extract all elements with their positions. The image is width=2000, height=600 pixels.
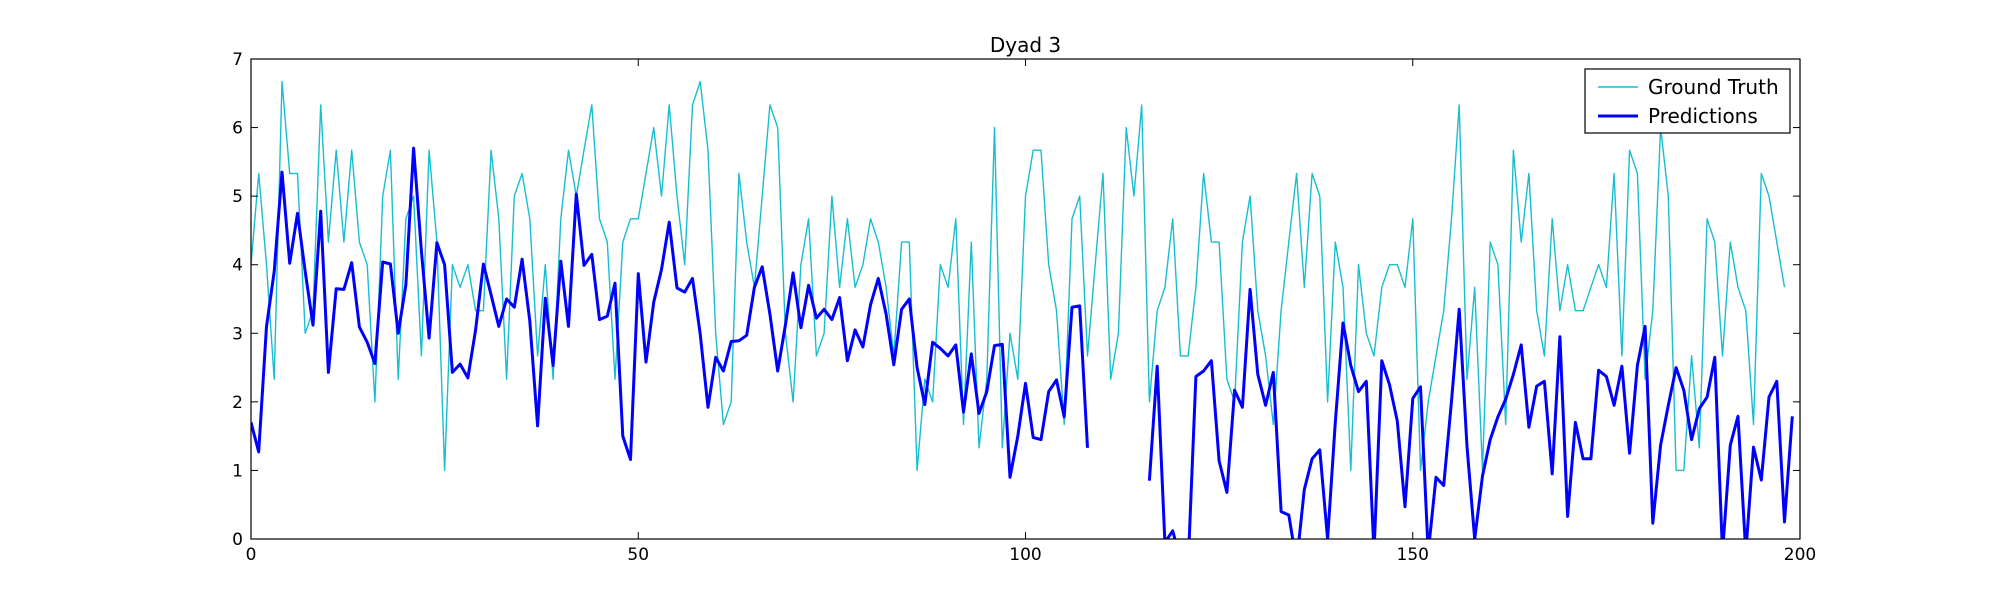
x-tick-label: 200 <box>1784 545 1816 565</box>
y-tick-label: 0 <box>232 530 243 550</box>
y-tick-label: 3 <box>232 324 243 344</box>
legend-label: Predictions <box>1648 104 1758 128</box>
legend: Ground Truth Predictions <box>1584 68 1791 134</box>
y-tick-label: 4 <box>232 256 243 276</box>
x-tick-label: 100 <box>1009 545 1041 565</box>
legend-label: Ground Truth <box>1648 75 1779 99</box>
legend-box <box>1584 68 1791 134</box>
y-tick-label: 5 <box>232 187 243 207</box>
series-line-ground-truth <box>251 80 1786 472</box>
y-tick-label: 7 <box>232 50 243 70</box>
y-tick-label: 1 <box>232 461 243 481</box>
series-line-predictions <box>251 146 1794 539</box>
series-layer <box>251 80 1794 539</box>
x-tick-label: 50 <box>627 545 649 565</box>
y-tick-label: 6 <box>232 119 243 139</box>
axis-ticks: 0 50 100 150 200 0 1 2 3 4 5 6 7 <box>232 50 1816 565</box>
chart-title: Dyad 3 <box>990 33 1061 57</box>
x-tick-label: 150 <box>1397 545 1429 565</box>
y-tick-label: 2 <box>232 393 243 413</box>
x-tick-label: 0 <box>246 545 257 565</box>
